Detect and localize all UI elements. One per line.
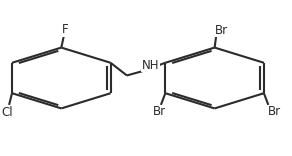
Text: Br: Br bbox=[215, 24, 228, 37]
Text: Br: Br bbox=[267, 105, 281, 118]
Text: Cl: Cl bbox=[2, 106, 13, 119]
Text: NH: NH bbox=[142, 58, 159, 72]
Text: Br: Br bbox=[153, 105, 166, 118]
Text: F: F bbox=[62, 23, 68, 36]
